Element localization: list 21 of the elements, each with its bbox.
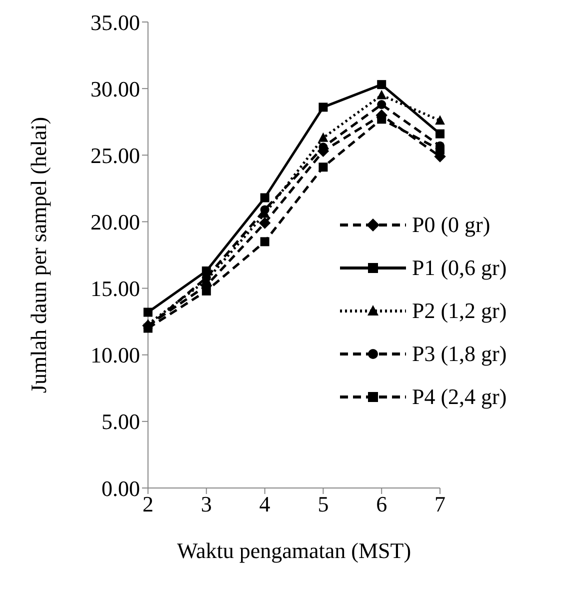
- y-tick-label: 30.00: [90, 76, 140, 102]
- y-tick-label: 5.00: [102, 409, 140, 434]
- legend-label: P1 (0,6 gr): [412, 254, 507, 280]
- legend-label: P3 (1,8 gr): [412, 340, 507, 366]
- x-tick-label: 6: [376, 492, 388, 517]
- x-axis-title: Waktu pengamatan (MST): [176, 538, 412, 563]
- y-tick-label: 20.00: [90, 210, 140, 235]
- legend-label: P4 (2,4 gr): [412, 384, 507, 410]
- x-tick-label: 3: [200, 492, 212, 517]
- y-axis-title: Jumlah daun per sampel (helai): [26, 116, 51, 394]
- y-tick-label: 10.00: [90, 342, 140, 368]
- legend-label: P0 (0 gr): [412, 212, 490, 238]
- x-tick-label: 4: [259, 492, 270, 517]
- y-tick-label: 0.00: [102, 476, 140, 501]
- y-tick-label: 15.00: [90, 276, 140, 302]
- x-tick-label: 7: [434, 492, 446, 517]
- x-tick-label: 2: [142, 492, 154, 517]
- x-tick-label: 5: [318, 492, 329, 517]
- y-tick-label: 35.00: [90, 10, 140, 35]
- y-tick-label: 25.00: [90, 142, 140, 168]
- legend-label: P2 (1,2 gr): [412, 298, 507, 324]
